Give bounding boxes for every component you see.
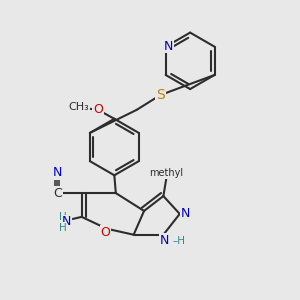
Text: O: O	[93, 103, 103, 116]
Text: CH₃: CH₃	[68, 102, 89, 112]
Text: N: N	[164, 40, 173, 52]
Text: methyl: methyl	[149, 168, 183, 178]
Text: H: H	[59, 223, 67, 233]
Text: S: S	[156, 88, 165, 102]
Text: N: N	[52, 167, 62, 179]
Text: N: N	[160, 234, 170, 247]
Text: C: C	[53, 187, 62, 200]
Text: N: N	[180, 206, 190, 220]
Text: H: H	[59, 212, 67, 222]
Text: N: N	[62, 215, 71, 228]
Text: –H: –H	[172, 236, 185, 246]
Text: O: O	[100, 226, 110, 239]
